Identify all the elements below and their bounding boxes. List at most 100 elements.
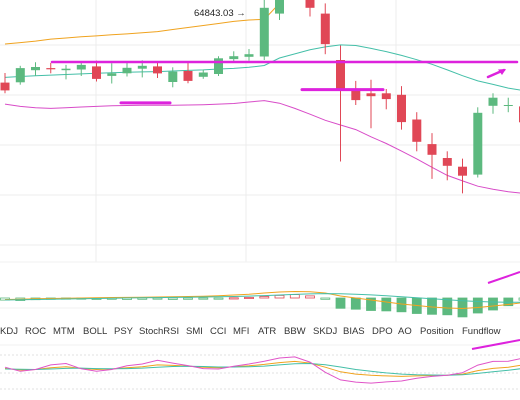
- candle: [229, 51, 239, 62]
- candle: [153, 62, 162, 78]
- indicator-tab-bias[interactable]: BIAS: [343, 326, 365, 337]
- candle-body: [259, 7, 269, 57]
- candle: [458, 158, 467, 194]
- candle: [168, 67, 178, 88]
- candle-body: [76, 64, 86, 70]
- indicator-tab-bbw[interactable]: BBW: [284, 326, 306, 337]
- kdj-k-line: [4, 360, 520, 377]
- candle: [31, 62, 40, 76]
- macd-bar: [335, 297, 346, 309]
- indicator-tab-atr[interactable]: ATR: [258, 326, 276, 337]
- macd-bar: [350, 297, 361, 310]
- indicator-tab-stochrsi[interactable]: StochRSI: [139, 326, 179, 337]
- candle-body: [397, 94, 406, 123]
- candle: [244, 49, 254, 61]
- indicator-tab-psy[interactable]: PSY: [114, 326, 134, 337]
- macd-bar: [289, 294, 300, 299]
- candle: [351, 80, 361, 105]
- macd-bar: [381, 297, 392, 312]
- macd-bar: [183, 297, 193, 300]
- candle-body: [168, 71, 178, 82]
- candle-body: [229, 56, 239, 60]
- candle: [427, 133, 437, 179]
- candle-body: [92, 66, 101, 79]
- candle: [107, 63, 117, 84]
- candle: [275, 0, 284, 20]
- drawing-arrowhead: [498, 69, 506, 75]
- candle-body: [351, 90, 361, 101]
- macd-trend-drawing[interactable]: [487, 271, 520, 284]
- candle: [336, 45, 345, 162]
- candle-body: [15, 68, 25, 83]
- candle-body: [412, 119, 422, 142]
- candle: [320, 3, 330, 55]
- macd-bar: [213, 297, 224, 300]
- candle-body: [153, 66, 162, 74]
- indicator-tabs[interactable]: KDJ ROC MTM BOLL PSY StochRSI SMI CCI MFI ATR BBW S…: [0, 326, 501, 337]
- indicator-tab-skdj[interactable]: SKDJ: [313, 326, 338, 337]
- boll-lower-line: [4, 100, 520, 194]
- kdj-panel: [0, 339, 520, 390]
- candle-body: [0, 82, 10, 91]
- macd-bar: [152, 297, 163, 300]
- kdj-j-line: [4, 356, 520, 384]
- kdj-trend-drawing[interactable]: [471, 339, 520, 350]
- candle: [76, 61, 86, 76]
- high-price-label: 64843.03 →: [194, 8, 246, 19]
- indicator-tab-mfi[interactable]: MFI: [233, 326, 249, 337]
- indicator-tab-mtm[interactable]: MTM: [53, 326, 75, 337]
- macd-bar: [427, 297, 437, 315]
- macd-bar: [488, 297, 498, 311]
- indicator-tab-boll[interactable]: BOLL: [83, 326, 107, 337]
- candle-body: [183, 71, 193, 81]
- candle-body: [458, 166, 467, 176]
- indicator-tab-cci[interactable]: CCI: [210, 326, 226, 337]
- macd-bar: [228, 297, 239, 300]
- macd-bar: [198, 297, 209, 300]
- candles: [0, 0, 520, 194]
- candle-body: [46, 68, 56, 70]
- candle-body: [198, 72, 208, 77]
- candle: [412, 112, 422, 152]
- indicator-tab-dpo[interactable]: DPO: [372, 326, 393, 337]
- candle-body: [305, 0, 315, 8]
- candle-body: [244, 54, 254, 57]
- macd-bar: [274, 294, 285, 299]
- macd-bar: [366, 297, 376, 311]
- candle: [305, 0, 315, 17]
- indicator-tab-kdj[interactable]: KDJ: [0, 326, 18, 337]
- indicator-tab-ao[interactable]: AO: [398, 326, 412, 337]
- candle-body: [503, 105, 513, 106]
- macd-bar: [244, 296, 254, 299]
- candle-body: [214, 58, 223, 74]
- candle: [198, 69, 208, 79]
- macd-bar: [167, 297, 178, 300]
- macd-dea-line: [4, 293, 520, 303]
- candle: [397, 86, 406, 130]
- candle: [61, 64, 71, 80]
- candle: [381, 89, 391, 110]
- indicator-tab-position[interactable]: Position: [420, 326, 454, 337]
- candle-body: [31, 67, 40, 71]
- drawings[interactable]: [50, 60, 519, 105]
- candle-body: [122, 67, 132, 74]
- indicator-tab-smi[interactable]: SMI: [186, 326, 203, 337]
- candle: [122, 62, 132, 77]
- macd-panel: [0, 271, 520, 318]
- candle-body: [275, 0, 284, 14]
- candle-body: [427, 144, 437, 155]
- candle-body: [137, 65, 147, 69]
- candle-body: [320, 13, 330, 45]
- candle: [259, 0, 269, 60]
- candle: [366, 79, 376, 129]
- candle-body: [61, 68, 71, 71]
- indicator-tab-fundflow[interactable]: Fundflow: [462, 326, 501, 337]
- candle: [46, 62, 56, 74]
- candle-body: [381, 93, 391, 100]
- macd-bar: [259, 296, 270, 299]
- macd-dif-line: [4, 290, 520, 310]
- candle-body: [442, 158, 452, 166]
- candle: [503, 97, 513, 113]
- indicator-tab-roc[interactable]: ROC: [25, 326, 46, 337]
